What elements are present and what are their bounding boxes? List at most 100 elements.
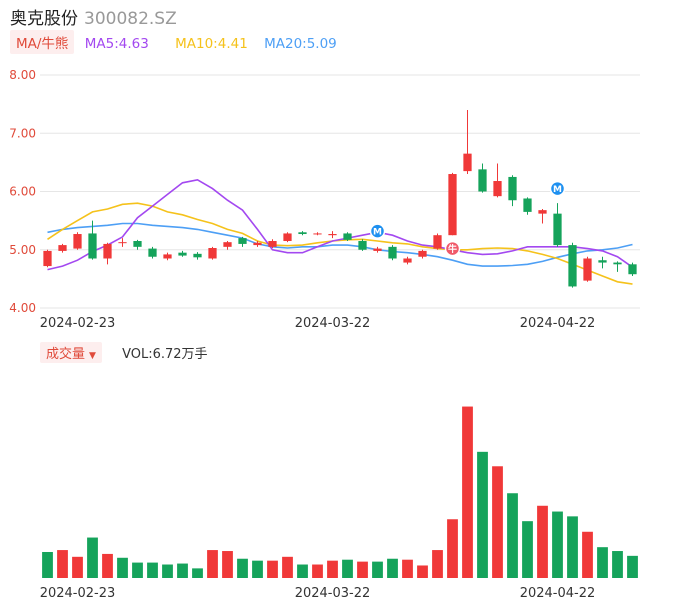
volume-bar	[537, 505, 548, 578]
candle-body	[88, 233, 97, 259]
volume-bar	[492, 466, 503, 578]
candle-body	[283, 233, 292, 242]
stock-name: 奥克股份	[10, 9, 78, 29]
ma5-line	[47, 178, 633, 271]
candle-body	[298, 232, 307, 235]
signal-marker-label: M	[373, 228, 382, 238]
candle-body	[58, 245, 67, 251]
volume-bar	[552, 511, 563, 578]
volume-bar	[432, 550, 443, 578]
stock-code: 300082.SZ	[84, 9, 177, 29]
signal-marker-label: 牛	[448, 243, 457, 255]
candle-body	[118, 242, 127, 244]
volume-bar	[612, 551, 623, 578]
volume-bar	[72, 556, 83, 578]
volume-bar	[267, 560, 278, 578]
candle-body	[163, 254, 172, 259]
volume-bar	[582, 531, 593, 578]
candle-body	[178, 252, 187, 256]
volume-bar	[597, 547, 608, 578]
signal-marker-label: M	[553, 185, 562, 195]
candle-body	[463, 153, 472, 172]
candle-body	[613, 262, 622, 265]
volume-bar	[462, 406, 473, 578]
volume-bar	[327, 560, 338, 578]
candle-body	[433, 235, 442, 249]
volume-indicator-selector[interactable]: 成交量 ▼	[40, 342, 102, 363]
candle-body	[373, 248, 382, 251]
ma10-legend-label: MA10:4.41	[175, 36, 248, 52]
candle-body	[403, 258, 412, 263]
volume-bar	[282, 556, 293, 578]
volume-bar	[57, 550, 68, 578]
volume-bar	[372, 561, 383, 578]
volume-bar	[102, 553, 113, 578]
volume-bar	[207, 550, 218, 578]
volume-bar	[402, 559, 413, 578]
volume-bar	[42, 551, 53, 578]
candle-body	[313, 233, 322, 235]
volume-bar	[147, 562, 158, 578]
volume-bar	[87, 537, 98, 578]
candle-body	[358, 241, 367, 250]
volume-x-tick-label: 2024-04-22	[520, 586, 596, 601]
candle-body	[448, 174, 457, 236]
y-tick-label: 5.00	[9, 243, 36, 257]
signal-marker-icon	[369, 223, 386, 239]
candle-body	[418, 250, 427, 257]
candle-body	[253, 242, 262, 246]
volume-bar	[417, 565, 428, 578]
signal-marker-icon	[549, 180, 566, 197]
candle-body	[343, 233, 352, 240]
ma-legend: MA/牛熊 MA5:4.63 MA10:4.41 MA20:5.09	[10, 30, 337, 54]
x-tick-label: 2024-03-22	[295, 316, 371, 331]
volume-bar	[192, 568, 203, 578]
y-tick-label: 7.00	[9, 126, 36, 140]
candle-body	[103, 243, 112, 259]
volume-legend: 成交量 ▼ VOL:6.72万手	[40, 342, 208, 363]
volume-x-tick-label: 2024-02-23	[40, 586, 116, 601]
y-tick-label: 6.00	[9, 185, 36, 199]
caret-down-icon: ▼	[89, 351, 96, 361]
volume-x-tick-label: 2024-03-22	[295, 586, 371, 601]
candle-body	[538, 210, 547, 214]
candle-body	[388, 246, 397, 259]
candle-body	[553, 213, 562, 246]
candle-body	[478, 169, 487, 192]
candle-body	[133, 241, 142, 247]
volume-bar	[312, 564, 323, 578]
candle-body	[148, 248, 157, 257]
volume-bar	[522, 521, 533, 578]
ma20-legend-label: MA20:5.09	[264, 36, 337, 52]
volume-bar	[297, 564, 308, 578]
signal-marker-icon	[444, 240, 461, 257]
x-tick-label: 2024-02-23	[40, 316, 116, 331]
candle-body	[508, 176, 517, 201]
y-tick-label: 4.00	[9, 301, 36, 315]
volume-bar	[177, 563, 188, 578]
volume-bar	[567, 516, 578, 578]
candle-body	[583, 258, 592, 281]
ma10-line	[47, 202, 633, 285]
ma5-legend-label: MA5:4.63	[84, 36, 149, 52]
title-bar: 奥克股份 300082.SZ	[10, 4, 177, 29]
volume-bar	[117, 557, 128, 578]
candle-body	[208, 248, 217, 259]
volume-bar	[387, 558, 398, 578]
candle-body	[43, 250, 52, 267]
ma-indicator-selector[interactable]: MA/牛熊	[10, 30, 75, 54]
volume-bar	[237, 558, 248, 578]
y-tick-label: 8.00	[9, 68, 36, 82]
candle-body	[73, 234, 82, 249]
candle-body	[523, 198, 532, 212]
candle-body	[568, 245, 577, 287]
volume-bar	[357, 561, 368, 578]
volume-bar	[222, 551, 233, 578]
volume-bar	[252, 560, 263, 578]
candle-body	[268, 241, 277, 247]
volume-value-label: VOL:6.72万手	[122, 347, 208, 362]
volume-bar	[507, 493, 518, 578]
candle-body	[193, 253, 202, 258]
volume-bar	[477, 451, 488, 578]
